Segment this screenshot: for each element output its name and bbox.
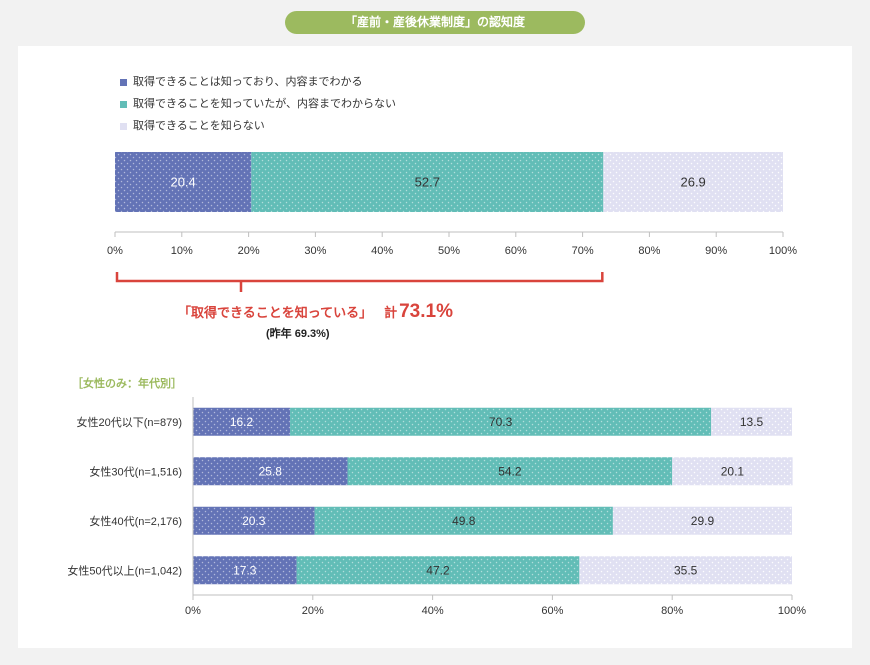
last-year-note: (昨年 69.3%) bbox=[266, 328, 330, 340]
section-label: ［女性のみ：年代別］ bbox=[72, 378, 182, 390]
x-tick-label: 0% bbox=[185, 605, 201, 617]
legend-swatch-icon bbox=[120, 100, 127, 108]
x-tick-label: 40% bbox=[371, 245, 393, 257]
value-label: 35.5 bbox=[674, 564, 698, 578]
bar-segment-series-2 bbox=[251, 152, 604, 212]
value-label: 25.8 bbox=[259, 465, 283, 479]
value-label: 13.5 bbox=[740, 415, 764, 429]
x-tick-label: 10% bbox=[171, 245, 193, 257]
value-label: 49.8 bbox=[452, 514, 476, 528]
overall-chart: 20.4 52.7 26.9 0% 10% 20% 30% 40% 50% 60% 70% 80% 90… bbox=[107, 152, 797, 257]
bar-segment-series-2 bbox=[314, 506, 613, 535]
category-label: 女性40代(n=2,176) bbox=[89, 514, 182, 528]
legend-swatch-icon bbox=[120, 122, 127, 130]
bar-segment-series-2 bbox=[290, 407, 712, 436]
bar-segment-series-2 bbox=[296, 556, 580, 585]
chart-panel bbox=[18, 46, 852, 648]
value-label: 54.2 bbox=[498, 465, 522, 479]
x-tick-label: 90% bbox=[705, 245, 727, 257]
summary-label: 「取得できることを知っている」 bbox=[178, 305, 373, 320]
chart-title: 「産前・産後休業制度」の認知度 bbox=[285, 11, 585, 34]
bar-segment-series-3 bbox=[711, 407, 792, 436]
value-label: 20.3 bbox=[242, 514, 266, 528]
summary-total-prefix: 計 bbox=[384, 305, 398, 320]
category-label: 女性50代以上(n=1,042) bbox=[67, 563, 182, 577]
bar-segment-series-3 bbox=[672, 457, 793, 486]
x-tick-label: 80% bbox=[638, 245, 660, 257]
bar-segment-series-1 bbox=[193, 506, 315, 535]
value-label: 52.7 bbox=[415, 175, 440, 190]
legend-label: 取得できることは知っており、内容までわかる bbox=[133, 76, 363, 88]
category-label: 女性30代(n=1,516) bbox=[89, 464, 182, 478]
legend-item-knows-only: 取得できることを知っていたが、内容までわからない bbox=[120, 93, 396, 115]
value-label: 29.9 bbox=[691, 514, 715, 528]
bar-segment-series-1 bbox=[115, 152, 252, 212]
bar-segment-series-3 bbox=[579, 556, 792, 585]
x-tick-label: 30% bbox=[304, 245, 326, 257]
x-tick-label: 70% bbox=[572, 245, 594, 257]
x-tick-label: 40% bbox=[422, 605, 444, 617]
bar-segment-series-1 bbox=[193, 457, 348, 486]
legend-label: 取得できることを知っていたが、内容までわからない bbox=[133, 98, 397, 110]
category-label: 女性20代以下(n=879) bbox=[77, 415, 182, 429]
bar-segment-series-3 bbox=[612, 506, 792, 535]
legend-label: 取得できることを知らない bbox=[133, 120, 265, 132]
total-bracket bbox=[115, 272, 604, 283]
bar-segment-series-3 bbox=[603, 152, 783, 212]
x-tick-label: 80% bbox=[661, 605, 683, 617]
legend: 取得できることは知っており、内容までわかる 取得できることを知っていたが、内容ま… bbox=[120, 71, 396, 137]
summary-total-value: 73.1% bbox=[399, 301, 453, 322]
bar-segment-series-2 bbox=[347, 457, 673, 486]
x-tick-label: 60% bbox=[505, 245, 527, 257]
x-tick-label: 60% bbox=[541, 605, 563, 617]
value-label: 20.1 bbox=[721, 465, 745, 479]
value-label: 20.4 bbox=[170, 175, 195, 190]
summary-callout: 「取得できることを知っている」計 73.1% bbox=[178, 300, 453, 325]
bar-segment-series-1 bbox=[193, 556, 297, 585]
value-label: 16.2 bbox=[230, 415, 254, 429]
legend-swatch-icon bbox=[120, 78, 127, 86]
x-tick-label: 20% bbox=[238, 245, 260, 257]
legend-item-knows-details: 取得できることは知っており、内容までわかる bbox=[120, 71, 396, 93]
value-label: 47.2 bbox=[426, 564, 450, 578]
value-label: 70.3 bbox=[489, 415, 513, 429]
x-tick-label: 20% bbox=[302, 605, 324, 617]
by-age-chart: 女性20代以下(n=879) 16.2 70.3 13.5 女性30代(n=1,516)… bbox=[67, 397, 806, 617]
x-tick-label: 50% bbox=[438, 245, 460, 257]
value-label: 26.9 bbox=[680, 175, 705, 190]
x-tick-label: 100% bbox=[769, 245, 797, 257]
legend-item-unaware: 取得できることを知らない bbox=[120, 115, 396, 137]
x-tick-label: 100% bbox=[778, 605, 806, 617]
bar-segment-series-1 bbox=[193, 407, 291, 436]
x-tick-label: 0% bbox=[107, 245, 123, 257]
value-label: 17.3 bbox=[233, 564, 257, 578]
